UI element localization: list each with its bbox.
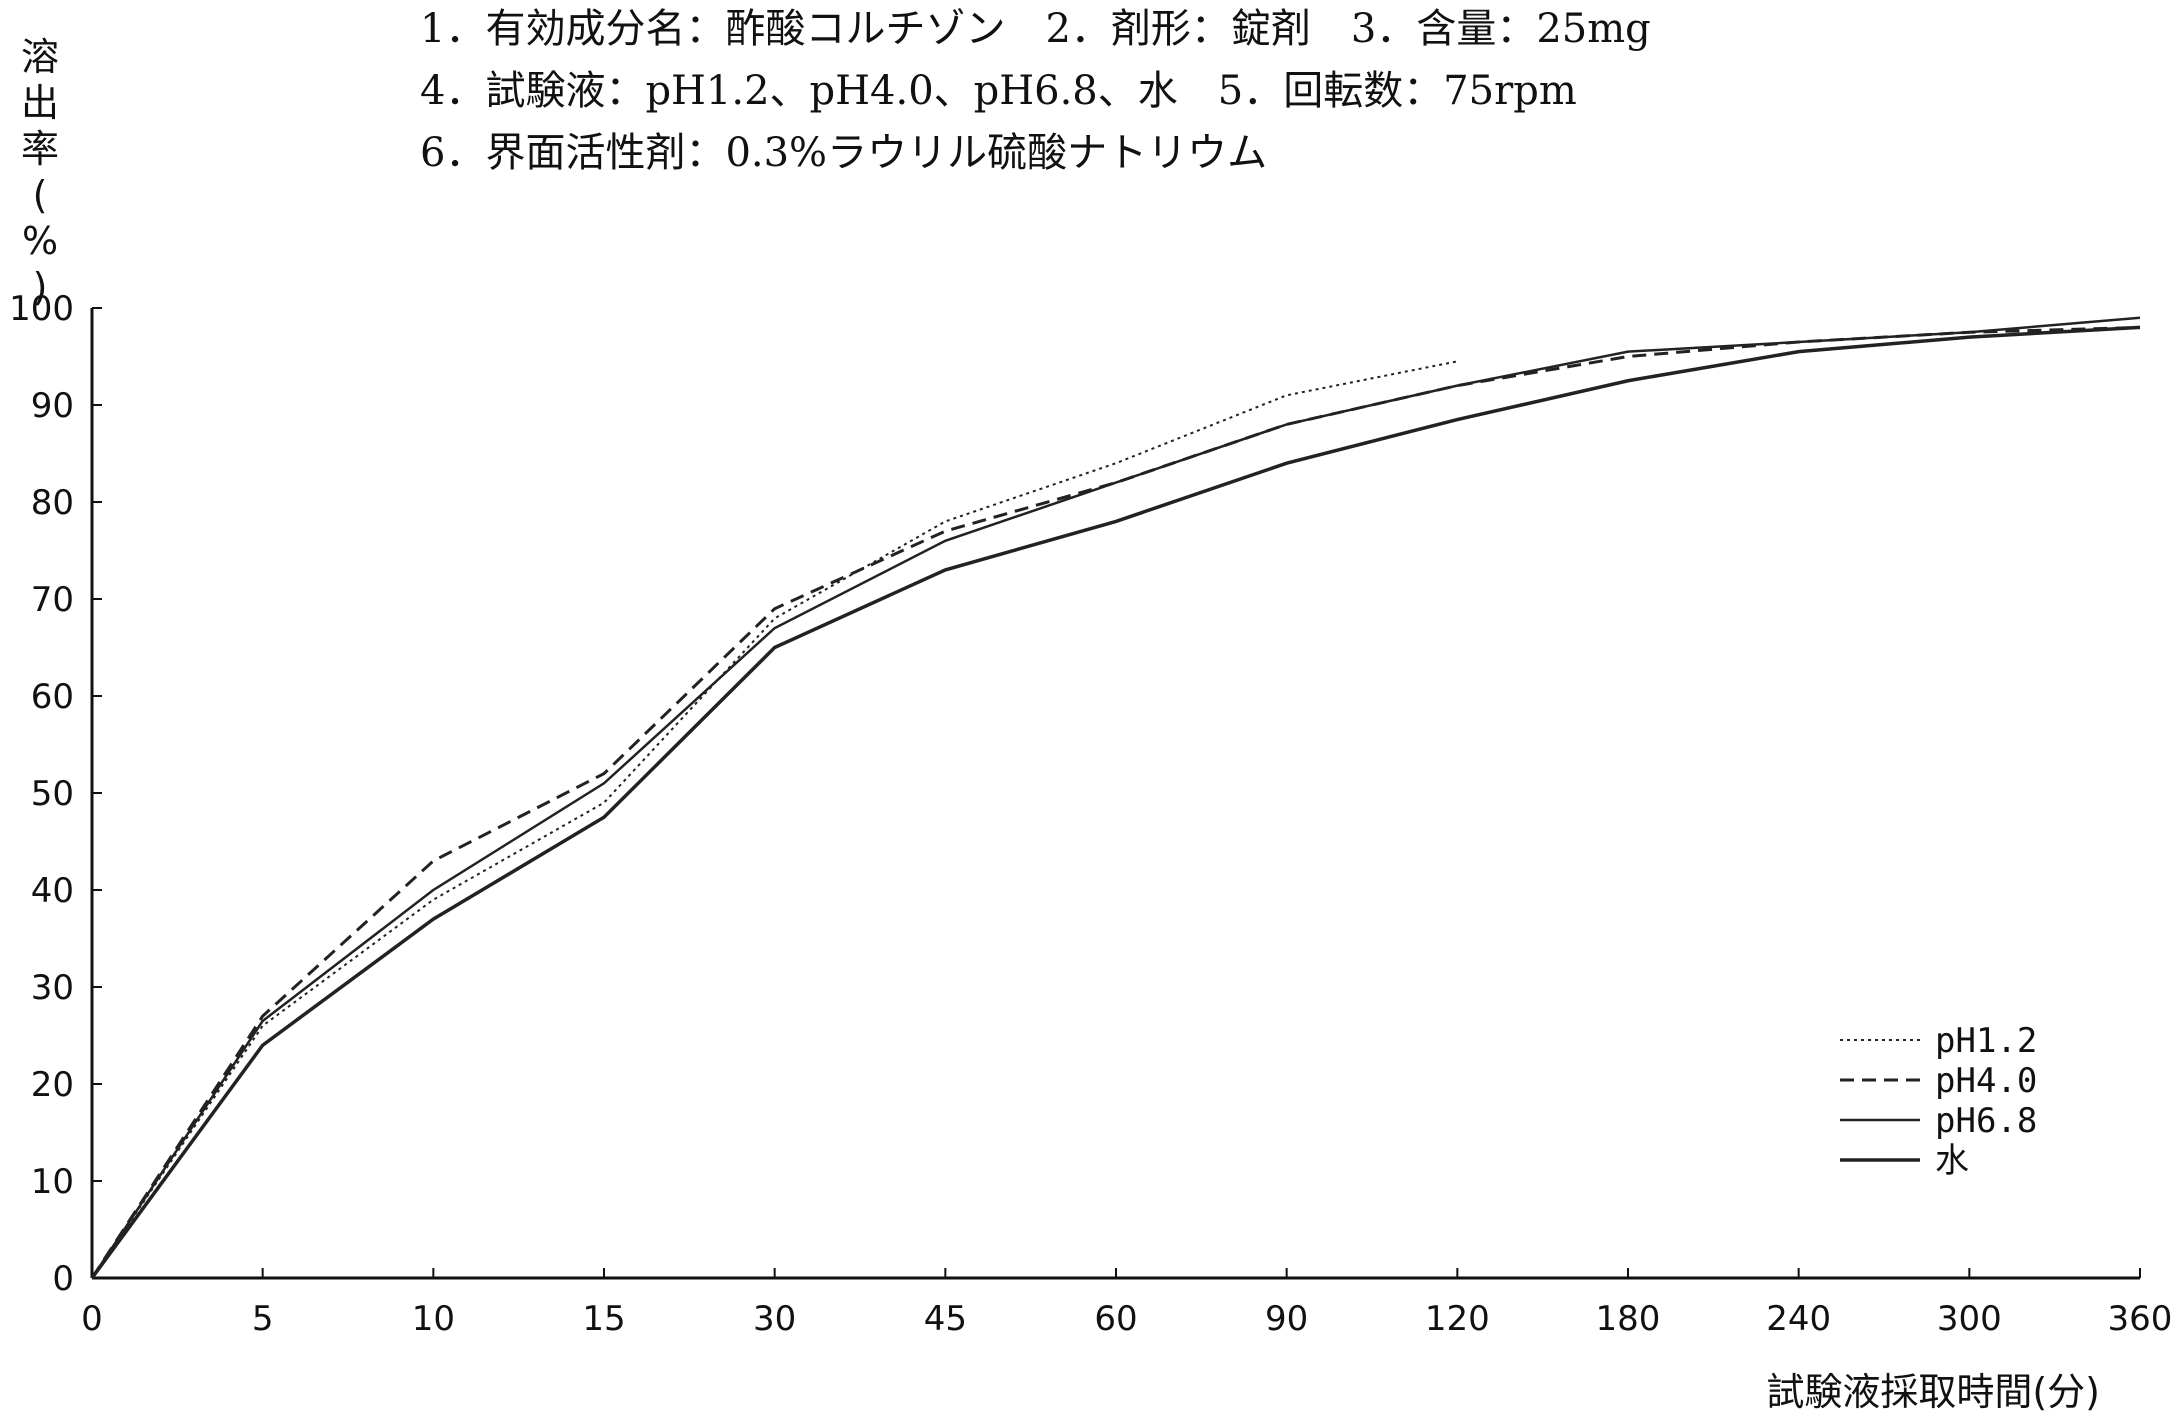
y-tick-label: 90 (31, 386, 74, 426)
axis-ticks: 0 5 10 15 30 45 60 90 120 180 240 300 360 0 10 20 30 40 50… (9, 289, 2172, 1339)
test-conditions: 1．有効成分名：酢酸コルチゾン 2．剤形：錠剤 3．含量：25mg 4．試験液：… (420, 6, 1651, 176)
x-tick-label: 360 (2108, 1299, 2173, 1339)
legend-label: pH1.2 (1935, 1021, 2037, 1061)
y-axis-title: 溶出率(%) (21, 35, 59, 309)
x-tick-label: 0 (81, 1299, 103, 1339)
y-tick-label: 60 (31, 677, 74, 717)
y-tick-label: 80 (31, 483, 74, 523)
x-tick-label: 60 (1094, 1299, 1137, 1339)
x-tick-label: 90 (1265, 1299, 1308, 1339)
y-tick-label: 20 (31, 1065, 74, 1105)
x-tick-label: 5 (252, 1299, 274, 1339)
legend-label: pH4.0 (1935, 1061, 2037, 1101)
x-tick-label: 180 (1596, 1299, 1661, 1339)
x-axis-title: 試験液採取時間(分) (1766, 1370, 2100, 1414)
x-tick-label: 300 (1937, 1299, 2002, 1339)
series-line-pH4.0 (90, 325, 2141, 1279)
series-lines (90, 316, 2141, 1280)
y-tick-label: 100 (9, 289, 74, 329)
x-tick-label: 10 (412, 1299, 455, 1339)
condition-line-1: 1．有効成分名：酢酸コルチゾン 2．剤形：錠剤 3．含量：25mg (420, 6, 1651, 52)
y-tick-label: 70 (31, 580, 74, 620)
legend-label: 水 (1935, 1141, 1969, 1181)
y-tick-label: 50 (31, 774, 74, 814)
legend-label: pH6.8 (1935, 1101, 2037, 1141)
x-tick-label: 45 (924, 1299, 967, 1339)
y-tick-label: 40 (31, 871, 74, 911)
condition-line-2: 4．試験液：pH1.2、pH4.0、pH6.8、水 5．回転数：75rpm (420, 68, 1577, 114)
x-tick-label: 30 (753, 1299, 796, 1339)
y-tick-label: 30 (31, 968, 74, 1008)
y-tick-label: 10 (31, 1162, 74, 1202)
x-tick-label: 120 (1425, 1299, 1490, 1339)
series-line-水 (90, 325, 2141, 1280)
series-line-pH6.8 (90, 316, 2141, 1279)
condition-line-3: 6．界面活性剤：0.3%ラウリル硫酸ナトリウム (420, 130, 1267, 176)
y-tick-label: 0 (52, 1259, 74, 1299)
series-line-pH1.2 (91, 360, 1458, 1279)
x-tick-label: 240 (1766, 1299, 1831, 1339)
x-tick-label: 15 (582, 1299, 625, 1339)
